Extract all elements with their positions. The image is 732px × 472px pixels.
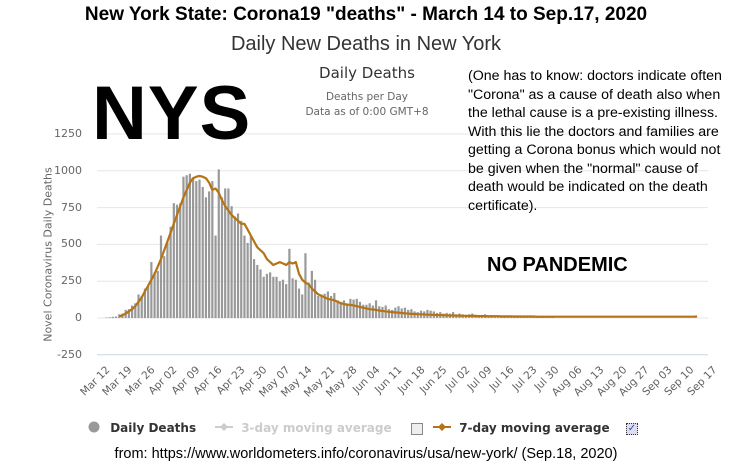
legend-label: 3-day moving average — [241, 421, 392, 435]
legend-item-daily-deaths[interactable]: Daily Deaths — [88, 421, 196, 435]
circle-icon — [88, 421, 100, 433]
source-citation: from: https://www.worldometers.info/coro… — [114, 446, 618, 462]
y-tick-label: 500 — [61, 237, 82, 251]
annotation-note: (One has to know: doctors indicate often… — [468, 68, 722, 214]
seven-day-average-line — [118, 174, 698, 318]
legend-label: 7-day moving average — [459, 421, 610, 435]
main-title: New York State: Corona19 "deaths" - Marc… — [84, 4, 648, 25]
chart-title: Daily Deaths — [319, 64, 415, 82]
y-tick-label: 0 — [75, 311, 82, 324]
no-pandemic-stamp: NO PANDEMIC — [487, 254, 628, 276]
line-marker-icon — [215, 423, 233, 431]
y-axis-label: Novel Coronavirus Daily Deaths — [41, 167, 55, 342]
legend-item-7day-average[interactable]: 7-day moving average — [433, 421, 610, 435]
y-tick-label: 1250 — [54, 127, 82, 140]
nys-overlay-label: NYS — [92, 71, 252, 156]
y-tick-label: -250 — [57, 347, 82, 361]
3day-average-checkbox[interactable] — [411, 423, 423, 435]
y-tick-label: 750 — [61, 200, 82, 214]
y-tick-label: 1000 — [54, 163, 82, 177]
line-marker-icon — [433, 423, 451, 431]
7day-average-checkbox[interactable]: ✓ — [626, 423, 638, 435]
legend-item-3day-average[interactable]: 3-day moving average — [215, 421, 392, 435]
y-tick-label: 250 — [61, 274, 82, 288]
subtitle: Daily New Deaths in New York — [230, 33, 502, 55]
chart-subtitle: Deaths per Day — [325, 91, 409, 103]
legend-label: Daily Deaths — [110, 421, 197, 435]
chart-data-timestamp: Data as of 0:00 GMT+8 — [305, 106, 429, 118]
